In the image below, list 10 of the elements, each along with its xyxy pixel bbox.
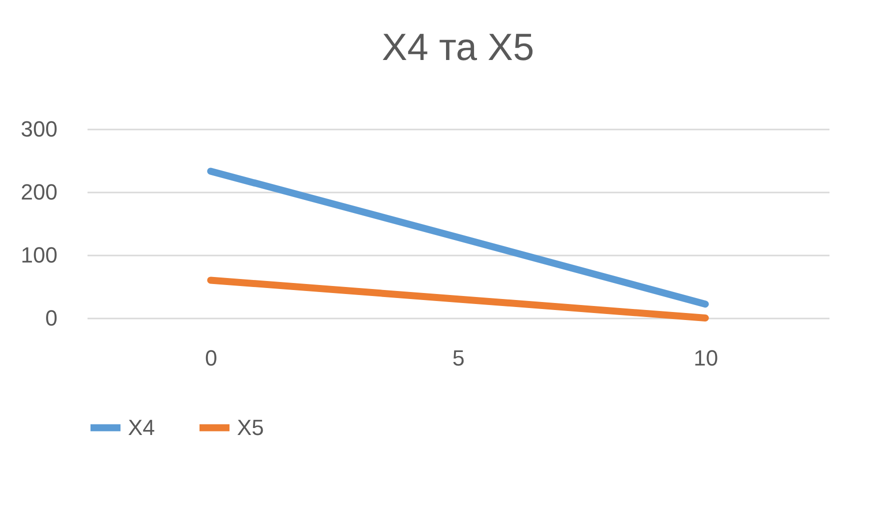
chart-title: X4 та X5: [382, 27, 534, 69]
x-tick-label: 5: [452, 346, 465, 370]
legend-label: X5: [237, 414, 264, 440]
x-tick-label: 0: [205, 346, 218, 370]
y-tick-label: 300: [20, 116, 58, 142]
y-tick-label: 200: [20, 180, 58, 204]
y-tick-label: 0: [45, 306, 58, 330]
x-tick-label: 10: [694, 346, 718, 370]
legend-label: X4: [128, 414, 155, 440]
y-tick-label: 100: [20, 242, 58, 268]
